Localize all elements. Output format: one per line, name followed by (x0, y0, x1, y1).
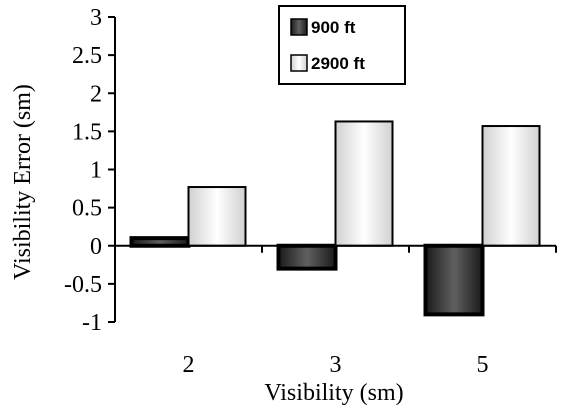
bar-2900ft-cat-2 (187, 186, 247, 247)
y-tick-label: 1 (90, 158, 102, 184)
bars (129, 120, 541, 317)
legend-label-2900ft: 2900 ft (311, 54, 365, 73)
bar-900ft-cat-3 (276, 243, 338, 271)
y-tick-label: 0.5 (72, 196, 102, 222)
y-tick-label: -1 (82, 310, 102, 336)
y-tick-label: 1.5 (72, 119, 102, 145)
y-axis-title: Visibility Error (sm) (10, 84, 36, 280)
y-tick-label: 2.5 (72, 43, 102, 69)
bar-900ft-cat-2 (129, 236, 191, 248)
y-tick-label: 3 (90, 5, 102, 31)
bar-2900ft-cat-3 (334, 120, 394, 247)
y-tick-label: 0 (90, 234, 102, 260)
y-axis-ticks: 3 2.5 2 1.5 1 0.5 0 -0.5 -1 (64, 5, 115, 336)
bar-2900ft-cat-5 (481, 125, 541, 247)
legend: 900 ft 2900 ft (278, 5, 406, 85)
bar-900ft-cat-5 (423, 243, 485, 317)
x-tick-label: 2 (183, 352, 195, 378)
x-axis-ticks: 2 3 5 (183, 245, 557, 378)
legend-swatch-900ft (290, 18, 308, 36)
y-tick-label: 2 (90, 81, 102, 107)
x-tick-label: 3 (330, 352, 342, 378)
x-axis-title: Visibility (sm) (264, 380, 403, 406)
legend-swatch-2900ft (290, 54, 308, 72)
legend-label-900ft: 900 ft (311, 18, 356, 37)
x-tick-label: 5 (477, 352, 489, 378)
y-tick-label: -0.5 (64, 272, 102, 298)
